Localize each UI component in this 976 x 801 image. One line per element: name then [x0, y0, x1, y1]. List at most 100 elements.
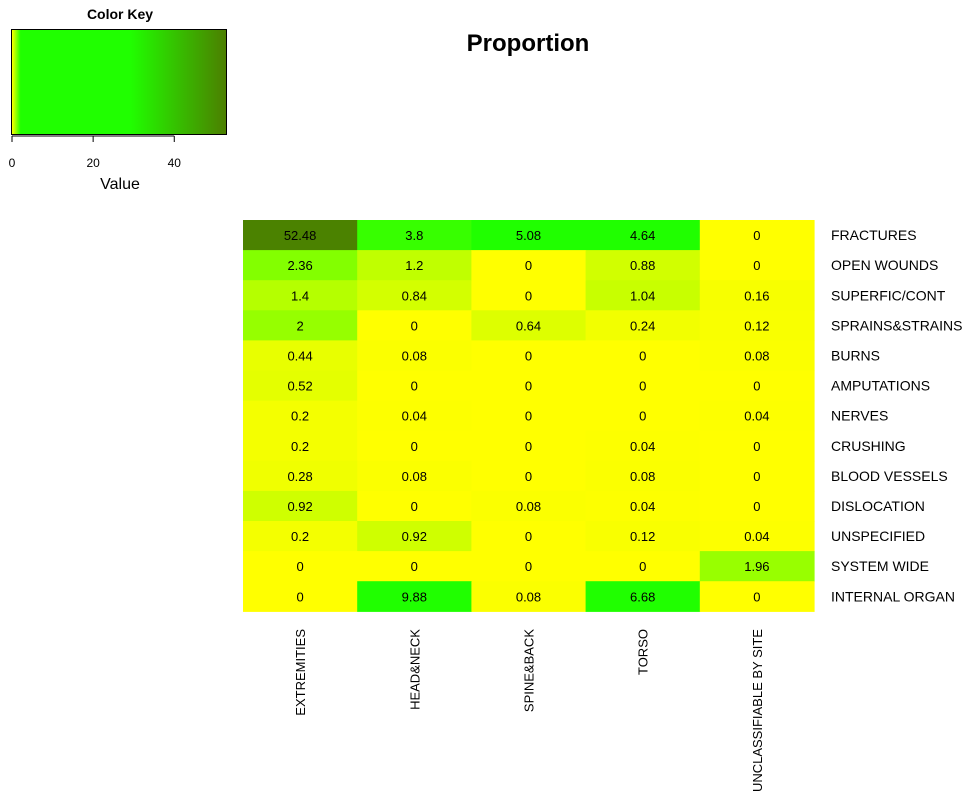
heatmap-cell-label: 0: [296, 589, 303, 604]
heatmap-cell-label: 0.04: [744, 409, 769, 424]
heatmap-cell-label: 0: [525, 409, 532, 424]
column-label: UNCLASSIFIABLE BY SITE: [750, 629, 765, 792]
row-label: DISLOCATION: [831, 498, 925, 514]
heatmap-cell: [243, 370, 358, 402]
heatmap-cell: [357, 340, 472, 372]
heatmap-cell-label: 0: [753, 589, 760, 604]
row-label: UNSPECIFIED: [831, 528, 925, 544]
color-key-tick-label: 20: [86, 156, 100, 170]
heatmap-cell-label: 0.24: [630, 318, 655, 333]
heatmap-cell-label: 0: [525, 559, 532, 574]
heatmap-cell-label: 0: [411, 379, 418, 394]
heatmap-cell-label: 0: [753, 439, 760, 454]
heatmap-cell-label: 6.68: [630, 589, 655, 604]
heatmap-cell-label: 1.4: [291, 288, 309, 303]
heatmap-cell-label: 0: [525, 288, 532, 303]
heatmap-cell-label: 0.08: [402, 348, 427, 363]
row-label: SPRAINS&STRAINS: [831, 317, 962, 333]
heatmap-cell: [585, 460, 701, 492]
heatmap-cell-label: 0.08: [516, 499, 541, 514]
row-label: SUPERFIC/CONT: [831, 287, 946, 303]
heatmap-cell-label: 0: [753, 228, 760, 243]
heatmap-cell-label: 0.08: [630, 469, 655, 484]
heatmap-cell: [243, 551, 358, 582]
color-key-axis: 0 20 40: [9, 135, 182, 170]
heatmap-cell-label: 0.64: [516, 318, 541, 333]
heatmap-cell: [699, 280, 815, 311]
row-label: CRUSHING: [831, 438, 906, 454]
heatmap-cell-label: 0: [525, 439, 532, 454]
heatmap-cell-label: 0.08: [744, 348, 769, 363]
heatmap-cell: [471, 250, 587, 281]
row-label: SYSTEM WIDE: [831, 558, 929, 574]
heatmap-cell-label: 0: [525, 348, 532, 363]
heatmap-cell-label: 0.04: [402, 409, 427, 424]
column-label: EXTREMITIES: [293, 629, 308, 716]
heatmap-cell-label: 0.44: [287, 348, 312, 363]
heatmap-cell-label: 0: [411, 559, 418, 574]
heatmap-cell-label: 0: [411, 439, 418, 454]
heatmap-cell: [357, 490, 472, 522]
heatmap-cell: [243, 280, 358, 311]
heatmap-cell: [585, 430, 701, 462]
heatmap-cell-label: 0.12: [744, 318, 769, 333]
column-label: HEAD&NECK: [407, 629, 422, 710]
heatmap-cell: [357, 581, 472, 612]
heatmap-cell: [471, 430, 587, 462]
heatmap-cell: [699, 400, 815, 432]
heatmap-cell-label: 0: [639, 409, 646, 424]
heatmap-cell: [699, 310, 815, 341]
heatmap-cell: [357, 370, 472, 402]
heatmap-cell-label: 0: [753, 258, 760, 273]
heatmap-cell: [357, 460, 472, 492]
heatmap-cell: [699, 581, 815, 612]
heatmap-cell: [585, 400, 701, 432]
heatmap-cell: [585, 581, 701, 612]
row-label: FRACTURES: [831, 227, 917, 243]
heatmap-cell: [471, 490, 587, 522]
heatmap-cell: [471, 310, 587, 341]
heatmap-cell: [357, 220, 472, 251]
heatmap-cell-label: 0.08: [516, 589, 541, 604]
heatmap-cell-label: 9.88: [402, 589, 427, 604]
heatmap-cell-label: 0.04: [630, 499, 655, 514]
heatmap-cell: [585, 250, 701, 281]
heatmap-cell-label: 0: [753, 379, 760, 394]
heatmap-cell: [585, 340, 701, 372]
heatmap-cell-label: 1.04: [630, 288, 655, 303]
heatmap-cell: [471, 521, 587, 552]
color-key-title: Color Key: [86, 6, 154, 22]
heatmap-cell: [357, 310, 472, 341]
heatmap-cell: [585, 370, 701, 402]
heatmap-cell: [699, 250, 815, 281]
heatmap-cell-label: 0: [639, 559, 646, 574]
heatmap-cell: [243, 581, 358, 612]
heatmap-cell: [471, 551, 587, 582]
heatmap-cell-label: 0: [639, 348, 646, 363]
heatmap-cell: [243, 220, 358, 251]
heatmap-cell: [699, 370, 815, 402]
heatmap-cell-label: 3.8: [405, 228, 423, 243]
row-label: OPEN WOUNDS: [831, 257, 938, 273]
heatmap-cell: [243, 460, 358, 492]
heatmap-cell-label: 52.48: [284, 228, 317, 243]
heatmap-cell-label: 0.12: [630, 529, 655, 544]
heatmap-cell: [471, 220, 587, 251]
color-key-axis-label: Value: [100, 176, 140, 193]
heatmap-cell-label: 0: [525, 529, 532, 544]
heatmap-cell-label: 0.92: [287, 499, 312, 514]
row-label: INTERNAL ORGAN: [831, 588, 955, 604]
heatmap-cell-label: 0: [296, 559, 303, 574]
heatmap-cell: [357, 521, 472, 552]
heatmap-cell-label: 0.04: [630, 439, 655, 454]
heatmap-cell: [243, 430, 358, 462]
heatmap-cell: [471, 280, 587, 311]
heatmap-cell-label: 0: [411, 318, 418, 333]
heatmap-cell: [471, 400, 587, 432]
color-key-tick-label: 40: [168, 156, 182, 170]
heatmap-cell: [357, 430, 472, 462]
chart-title: Proportion: [466, 30, 590, 57]
heatmap-cell: [699, 521, 815, 552]
heatmap-cell-label: 2.36: [287, 258, 312, 273]
